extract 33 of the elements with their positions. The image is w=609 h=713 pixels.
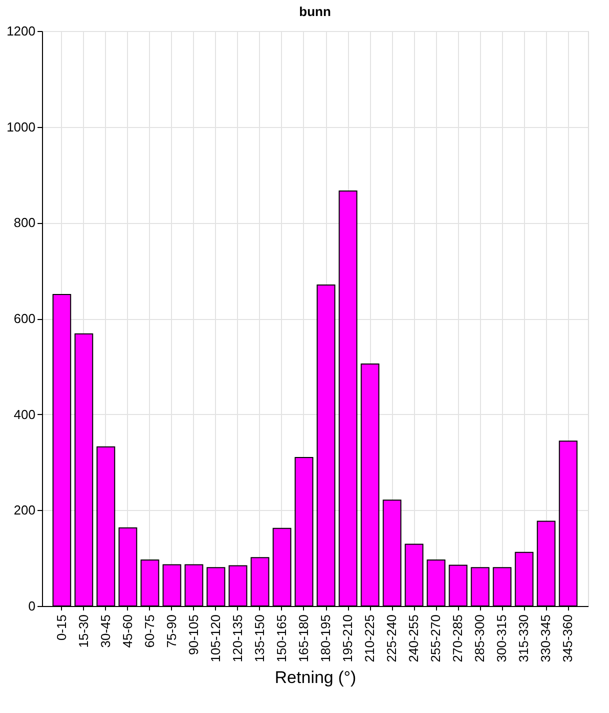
x-tick-label: 150-165: [274, 614, 289, 662]
x-tick-label: 75-90: [164, 614, 179, 648]
x-tick-label: 285-300: [472, 614, 488, 662]
x-tick-label: 195-210: [340, 614, 356, 662]
x-tick-label: 330-345: [538, 614, 554, 662]
y-tick-label: 1200: [6, 24, 36, 38]
x-tick-label: 30-45: [98, 614, 113, 648]
x-tick-label: 0-15: [54, 614, 69, 641]
x-tick-label: 270-285: [450, 614, 466, 662]
y-tick-label: 600: [14, 311, 36, 326]
x-tick-label: 120-135: [230, 614, 245, 662]
y-tick-label: 400: [14, 406, 36, 422]
x-tick-label: 90-105: [186, 614, 201, 655]
x-tick-label: 105-120: [208, 614, 223, 662]
x-tick-label: 180-195: [318, 614, 334, 662]
x-tick-label: 240-255: [406, 614, 422, 662]
x-tick-label: 45-60: [120, 614, 135, 648]
y-tick-label: 800: [14, 215, 36, 230]
x-tick-label: 60-75: [142, 614, 157, 648]
x-tick-label: 15-30: [76, 614, 91, 648]
x-tick-label: 225-240: [384, 614, 400, 662]
y-tick-label: 200: [14, 502, 36, 518]
x-tick-label: 165-180: [296, 614, 311, 662]
x-tick-label: 210-225: [362, 614, 378, 662]
x-tick-label: 315-330: [516, 614, 532, 662]
x-tick-label: 345-360: [560, 614, 576, 662]
x-tick-label: 255-270: [428, 614, 444, 662]
chart-title: bunn: [299, 4, 331, 19]
y-tick-label: 1000: [6, 119, 36, 134]
y-tick-label: 0: [28, 598, 36, 614]
x-axis-title: Retning (°): [274, 668, 356, 688]
x-tick-label: 135-150: [252, 614, 267, 662]
x-tick-label: 300-315: [494, 614, 510, 662]
